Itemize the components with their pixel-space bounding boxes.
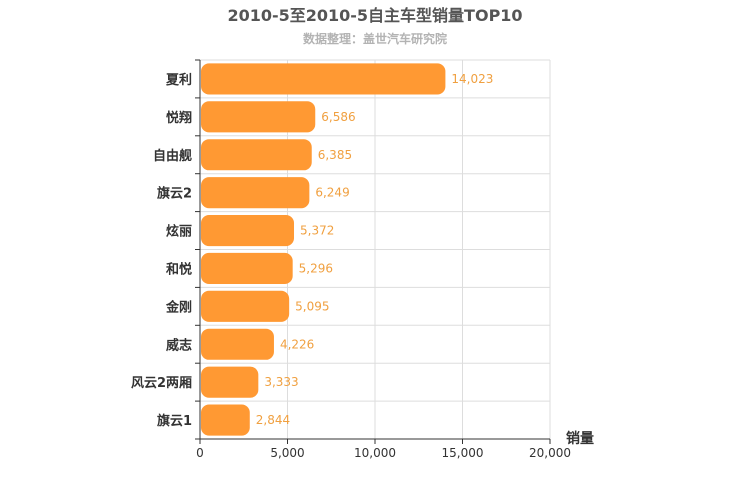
- bar[interactable]: [201, 63, 446, 95]
- bar[interactable]: [201, 290, 290, 322]
- category-label: 悦翔: [166, 110, 192, 126]
- chart-title: 2010-5至2010-5自主车型销量TOP10: [227, 6, 522, 25]
- category-label: 炫丽: [166, 224, 192, 240]
- x-tick-label: 5,000: [270, 446, 304, 460]
- category-label: 威志: [166, 337, 192, 353]
- x-axis-title: 销量: [566, 430, 594, 447]
- category-label: 旗云2: [157, 186, 192, 202]
- bars: 14,023 6,586 6,385 6,249 5,372 5,296 5,095 4,22…: [201, 63, 493, 436]
- bar[interactable]: [201, 215, 295, 247]
- bar[interactable]: [201, 366, 259, 398]
- x-tick-label: 0: [196, 446, 204, 460]
- x-tick-label: 20,000: [529, 446, 571, 460]
- category-label: 自由舰: [153, 148, 192, 164]
- bar-value-label: 3,333: [264, 375, 298, 389]
- category-label: 金刚: [165, 299, 192, 315]
- category-label: 旗云1: [157, 413, 192, 429]
- bar-value-label: 4,226: [280, 337, 314, 351]
- grid-lines: [200, 59, 551, 440]
- category-label: 风云2两厢: [131, 376, 192, 391]
- bar-value-label: 6,385: [318, 148, 352, 162]
- bar[interactable]: [201, 101, 316, 133]
- bar-value-label: 2,844: [256, 413, 290, 427]
- bar[interactable]: [201, 177, 310, 209]
- bar-value-label: 6,586: [321, 110, 355, 124]
- bar-value-label: 6,249: [315, 186, 349, 200]
- category-label: 夏利: [165, 72, 192, 88]
- bar-value-label: 14,023: [451, 72, 493, 86]
- chart-subtitle: 数据整理：盖世汽车研究院: [303, 31, 447, 46]
- x-tick-label: 15,000: [442, 446, 484, 460]
- bar[interactable]: [201, 139, 312, 171]
- bar[interactable]: [201, 252, 293, 284]
- bar[interactable]: [201, 404, 250, 436]
- bar-value-label: 5,372: [300, 224, 334, 238]
- bar-value-label: 5,296: [299, 261, 333, 275]
- bar[interactable]: [201, 328, 274, 360]
- bar-value-label: 5,095: [295, 299, 329, 313]
- x-tick-label: 10,000: [354, 446, 396, 460]
- category-label: 和悦: [166, 261, 192, 277]
